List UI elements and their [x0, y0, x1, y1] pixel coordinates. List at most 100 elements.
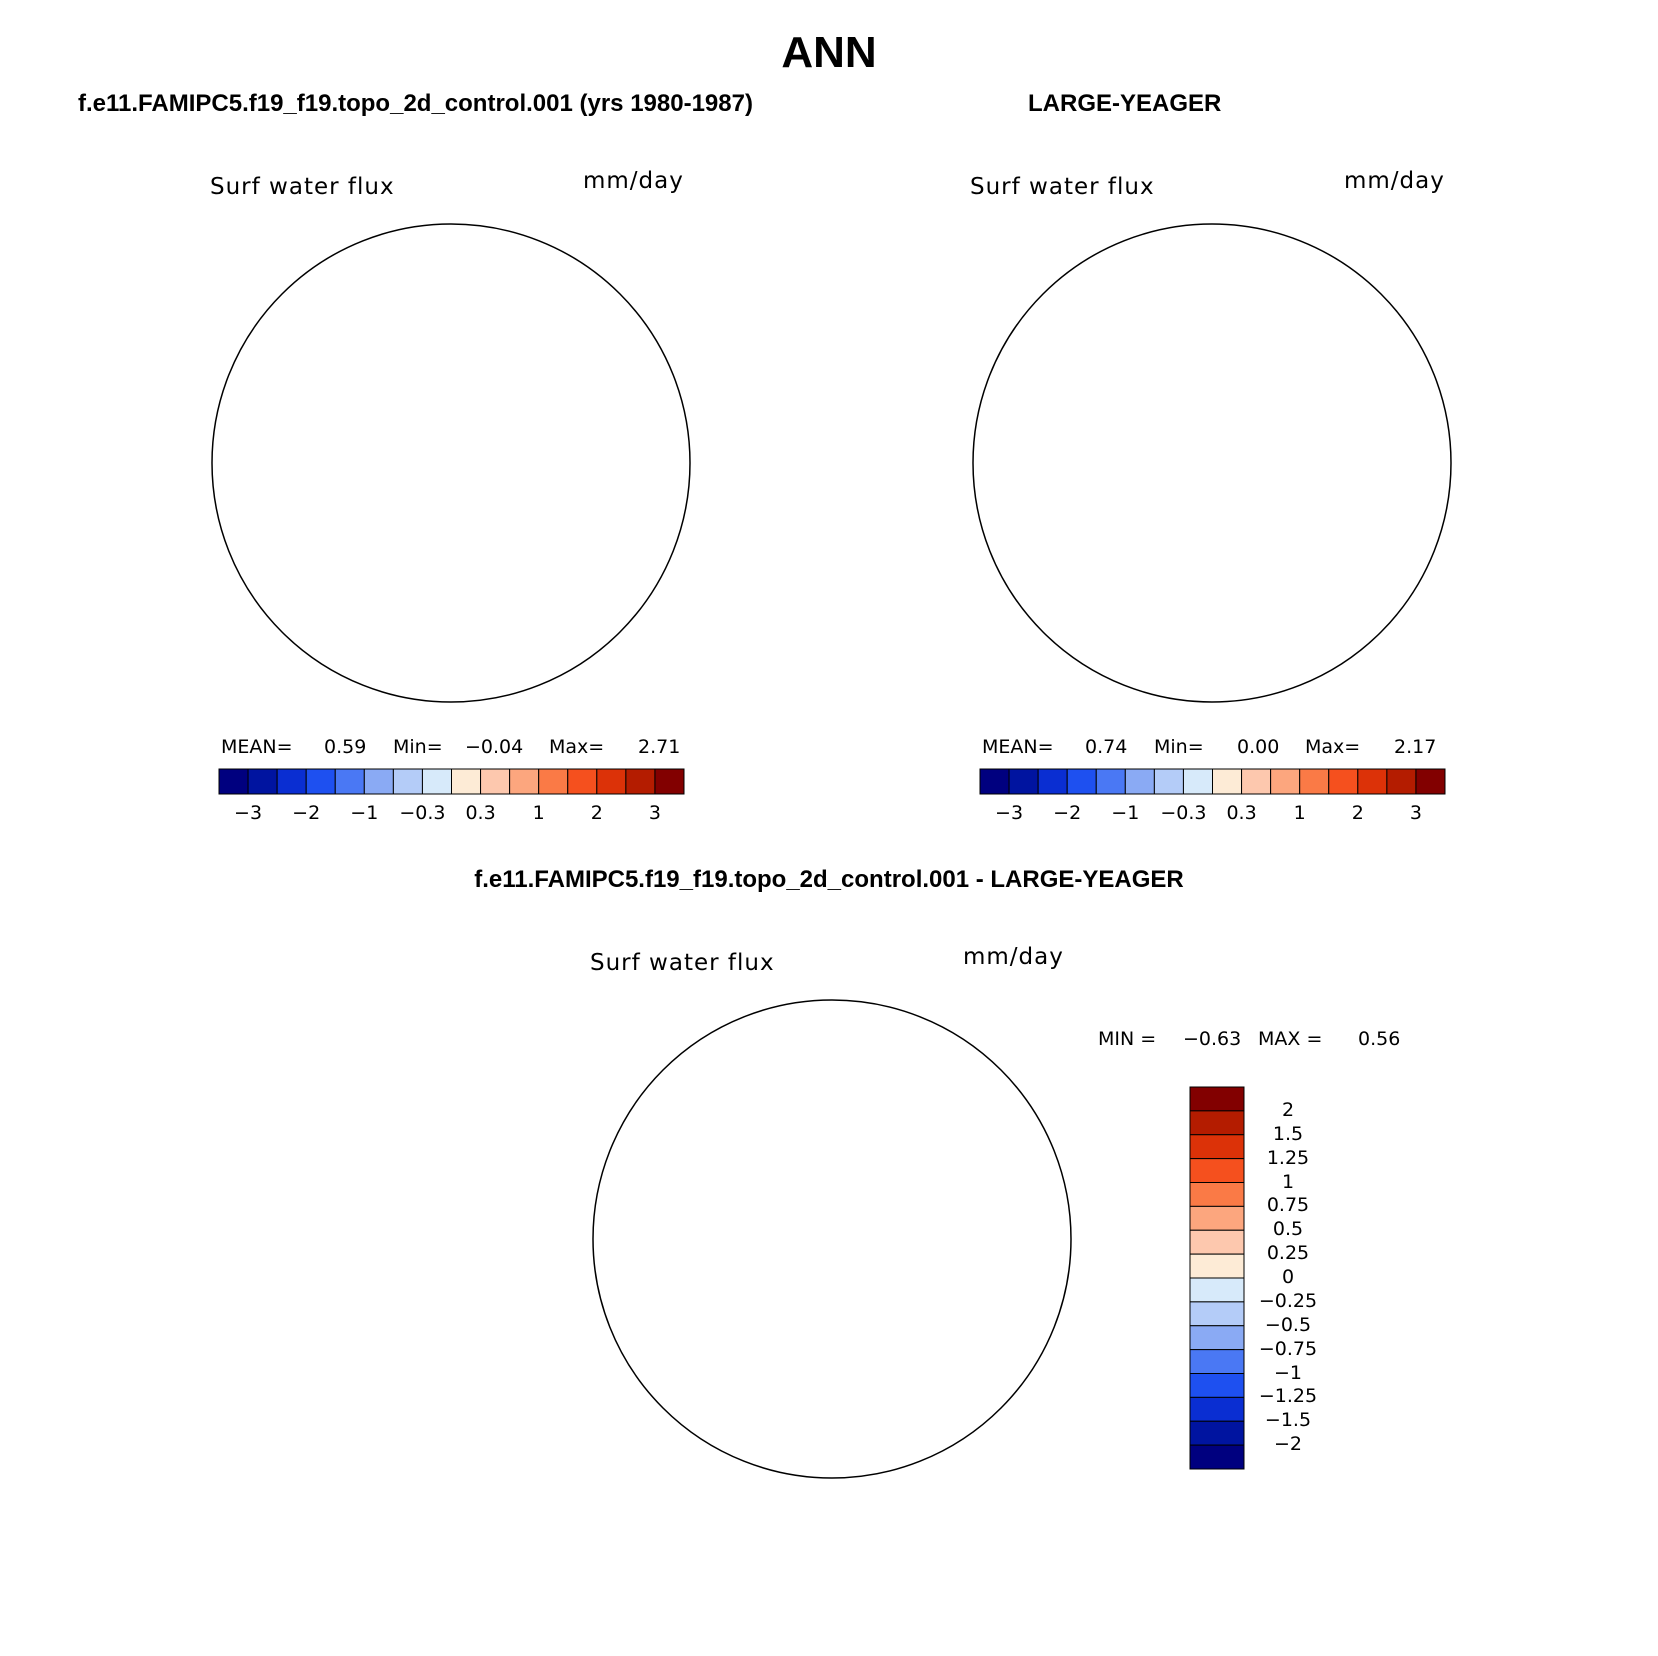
panel3-colorbar-swatch	[1189, 1420, 1245, 1446]
panel3-colorbar	[1189, 1086, 1245, 1470]
panel3-colorbar-swatch	[1189, 1373, 1245, 1398]
panel3-colorbar-tick-label: 0.5	[1272, 1218, 1304, 1241]
panel2-variable-label: Surf water flux	[970, 174, 1155, 200]
panel2-colorbar-swatch	[1066, 768, 1097, 795]
panel1-max-label: Max=	[549, 736, 605, 758]
panel1-colorbar-tick-label: −0.3	[399, 802, 446, 824]
panel1-case-title: f.e11.FAMIPC5.f19_f19.topo_2d_control.00…	[78, 90, 753, 117]
panel2-colorbar	[979, 768, 1446, 795]
panel1-colorbar-swatch	[451, 768, 482, 795]
panel1-colorbar-swatch	[567, 768, 598, 795]
panel2-units-label: mm/day	[1344, 168, 1445, 194]
panel3-colorbar-tick-label: 1	[1281, 1170, 1295, 1193]
panel3-colorbar-swatch	[1189, 1444, 1245, 1470]
panel2-max-value: 2.17	[1394, 736, 1437, 758]
panel1-colorbar-swatch	[247, 768, 278, 795]
panel3-map	[592, 999, 1072, 1479]
panel3-colorbar-swatch	[1189, 1253, 1245, 1279]
panel1-colorbar-swatch	[625, 768, 656, 795]
panel3-colorbar-tick-label: 1.25	[1266, 1146, 1310, 1169]
panel3-colorbar-swatch	[1189, 1349, 1245, 1374]
panel1-colorbar	[218, 768, 685, 795]
panel2-colorbar-tick-label: 3	[1409, 802, 1422, 824]
panel1-colorbar-swatch	[421, 768, 452, 795]
panel2-colorbar-tick-label: −1	[1111, 802, 1140, 824]
panel1-colorbar-swatch	[218, 768, 249, 795]
panel2-colorbar-swatch	[1415, 768, 1446, 795]
panel2-min-value: 0.00	[1237, 736, 1280, 758]
panel3-min-label: MIN =	[1098, 1028, 1157, 1050]
panel1-colorbar-swatch	[276, 768, 307, 795]
panel2-colorbar-tick-label: −0.3	[1160, 802, 1207, 824]
panel3-colorbar-tick-label: 0.25	[1266, 1242, 1310, 1265]
panel1-colorbar-tick-label: 2	[590, 802, 603, 824]
panel1-mean-value: 0.59	[324, 736, 367, 758]
panel1-colorbar-swatch	[654, 768, 685, 795]
panel1-colorbar-swatch	[509, 768, 540, 795]
panel3-colorbar-swatch	[1189, 1182, 1245, 1207]
panel2-mean-value: 0.74	[1085, 736, 1128, 758]
panel3-colorbar-swatch	[1189, 1325, 1245, 1351]
panel1-max-value: 2.71	[638, 736, 681, 758]
panel2-case-title: LARGE-YEAGER	[1028, 90, 1222, 117]
panel2-colorbar-swatch	[1037, 768, 1068, 795]
panel3-colorbar-tick-label: 2	[1281, 1098, 1295, 1121]
panel1-colorbar-tick-label: 1	[532, 802, 545, 824]
panel1-colorbar-swatch	[392, 768, 423, 795]
panel3-colorbar-tick-label: −0.5	[1264, 1313, 1312, 1336]
panel3-colorbar-swatch	[1189, 1205, 1245, 1231]
panel1-min-value: −0.04	[465, 736, 524, 758]
panel3-colorbar-tick-label: −0.25	[1258, 1289, 1318, 1312]
panel1-colorbar-swatch	[363, 768, 394, 795]
panel3-colorbar-tick-label: 1.5	[1272, 1122, 1304, 1145]
panel1-colorbar-swatch	[480, 768, 511, 795]
panel3-colorbar-tick-label: 0	[1281, 1266, 1295, 1288]
panel2-map	[972, 223, 1452, 703]
panel1-min-label: Min=	[393, 736, 443, 758]
panel2-colorbar-swatch	[1095, 768, 1126, 795]
panel3-colorbar-tick-label: −1.5	[1264, 1409, 1312, 1432]
panel1-colorbar-tick-label: −1	[350, 802, 379, 824]
panel3-colorbar-swatch	[1189, 1110, 1245, 1136]
panel2-colorbar-swatch	[1241, 768, 1272, 795]
panel2-colorbar-swatch	[1212, 768, 1243, 795]
panel2-colorbar-tick-label: −3	[995, 802, 1024, 824]
panel1-colorbar-swatch	[334, 768, 365, 795]
panel1-colorbar-tick-label: −3	[234, 802, 263, 824]
panel2-min-label: Min=	[1154, 736, 1204, 758]
panel2-colorbar-tick-label: 1	[1293, 802, 1306, 824]
panel1-colorbar-tick-label: 3	[648, 802, 661, 824]
panel1-variable-label: Surf water flux	[210, 174, 395, 200]
panel2-colorbar-swatch	[1153, 768, 1184, 795]
panel1-colorbar-swatch	[538, 768, 569, 795]
panel3-units-label: mm/day	[963, 944, 1064, 970]
panel3-colorbar-swatch	[1189, 1396, 1245, 1422]
panel2-colorbar-swatch	[1299, 768, 1330, 795]
panel3-max-label: MAX =	[1258, 1028, 1323, 1050]
panel3-max-value: 0.56	[1358, 1028, 1401, 1050]
panel2-colorbar-swatch	[1270, 768, 1301, 795]
panel3-colorbar-swatch	[1189, 1086, 1245, 1112]
panel3-min-value: −0.63	[1183, 1028, 1242, 1050]
panel3-case-title: f.e11.FAMIPC5.f19_f19.topo_2d_control.00…	[474, 866, 1184, 893]
panel2-mean-label: MEAN=	[982, 736, 1054, 758]
panel2-colorbar-swatch	[979, 768, 1010, 795]
panel2-colorbar-swatch	[1182, 768, 1213, 795]
panel1-colorbar-tick-label: −2	[292, 802, 321, 824]
panel1-colorbar-tick-label: 0.3	[465, 802, 496, 824]
panel2-colorbar-tick-label: 2	[1351, 802, 1364, 824]
panel1-colorbar-swatch	[305, 768, 336, 795]
panel1-map	[211, 223, 691, 703]
panel3-colorbar-tick-label: −0.75	[1258, 1337, 1318, 1360]
panel3-variable-label: Surf water flux	[590, 950, 775, 976]
panel3-colorbar-tick-label: −2	[1273, 1433, 1302, 1456]
panel3-colorbar-swatch	[1189, 1158, 1245, 1183]
figure-title: ANN	[781, 28, 877, 77]
panel2-colorbar-tick-label: 0.3	[1226, 802, 1257, 824]
panel3-colorbar-swatch	[1189, 1134, 1245, 1160]
panel3-colorbar-swatch	[1189, 1301, 1245, 1327]
panel2-colorbar-swatch	[1357, 768, 1388, 795]
panel1-mean-label: MEAN=	[221, 736, 293, 758]
panel1-colorbar-swatch	[596, 768, 627, 795]
